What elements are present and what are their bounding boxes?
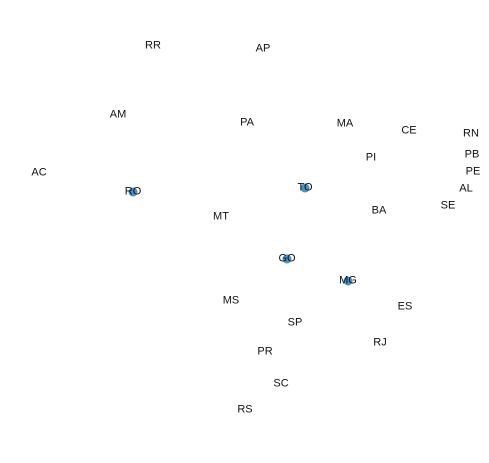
state-label-ba: BA	[371, 204, 387, 217]
state-label-rj: RJ	[373, 336, 387, 349]
state-label-rr: RR	[145, 39, 161, 52]
state-label-rn: RN	[463, 127, 479, 140]
state-label-al: AL	[459, 182, 473, 195]
state-label-ma: MA	[336, 117, 354, 130]
state-label-am: AM	[109, 108, 127, 121]
state-label-sc: SC	[273, 377, 289, 390]
state-label-es: ES	[397, 300, 413, 313]
state-marker-ro	[128, 187, 138, 197]
state-marker-go	[282, 254, 292, 264]
state-label-pb: PB	[464, 148, 480, 161]
state-label-ro: RO	[124, 185, 142, 198]
state-label-mt: MT	[213, 210, 229, 223]
state-label-mg: MG	[339, 274, 357, 287]
state-label-pe: PE	[465, 165, 481, 178]
state-label-to: TO	[297, 181, 313, 194]
state-label-ap: AP	[255, 42, 271, 55]
state-label-se: SE	[440, 199, 456, 212]
state-label-sp: SP	[287, 316, 303, 329]
state-label-pr: PR	[257, 345, 273, 358]
state-label-ce: CE	[401, 124, 417, 137]
state-label-pa: PA	[240, 116, 254, 129]
state-label-pi: PI	[365, 151, 377, 164]
state-marker-to	[300, 183, 310, 193]
state-marker-mg	[343, 276, 353, 286]
state-label-ac: AC	[31, 166, 47, 179]
state-label-ms: MS	[222, 294, 240, 307]
state-label-go: GO	[278, 252, 296, 265]
state-label-rs: RS	[237, 403, 253, 416]
